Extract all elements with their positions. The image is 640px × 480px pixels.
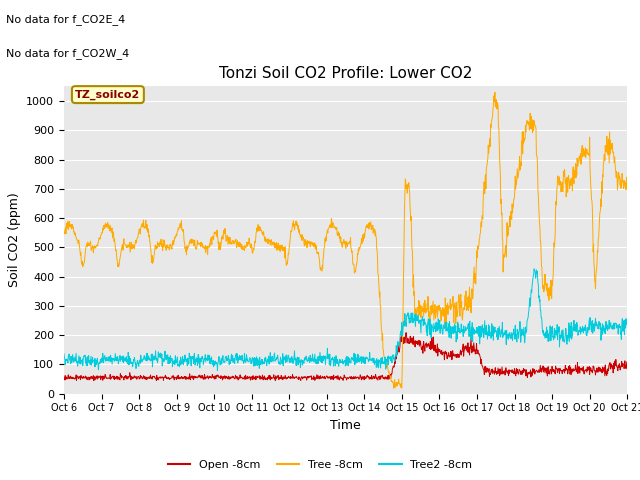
Tree -8cm xyxy=(557,189,565,194)
Tree2 -8cm xyxy=(530,266,538,272)
Tree -8cm xyxy=(248,250,256,256)
Tree -8cm xyxy=(433,314,441,320)
Tree -8cm xyxy=(390,385,398,391)
Tree -8cm xyxy=(623,176,631,182)
Tree2 -8cm xyxy=(507,336,515,342)
Open -8cm xyxy=(186,371,193,377)
Open -8cm xyxy=(60,375,68,381)
Text: TZ_soilco2: TZ_soilco2 xyxy=(76,89,141,100)
Tree -8cm xyxy=(186,240,193,246)
Open -8cm xyxy=(249,376,257,382)
Tree -8cm xyxy=(60,227,68,233)
Tree -8cm xyxy=(172,234,179,240)
Legend: Open -8cm, Tree -8cm, Tree2 -8cm: Open -8cm, Tree -8cm, Tree2 -8cm xyxy=(163,456,477,474)
Tree2 -8cm xyxy=(249,356,257,361)
Line: Open -8cm: Open -8cm xyxy=(64,333,627,381)
Open -8cm xyxy=(90,378,97,384)
Tree2 -8cm xyxy=(172,353,179,359)
Tree2 -8cm xyxy=(60,351,68,357)
Tree2 -8cm xyxy=(433,320,441,326)
Open -8cm xyxy=(434,353,442,359)
Text: No data for f_CO2W_4: No data for f_CO2W_4 xyxy=(6,48,130,59)
Tree -8cm xyxy=(491,89,499,95)
Line: Tree -8cm: Tree -8cm xyxy=(64,92,627,388)
Tree2 -8cm xyxy=(557,332,565,337)
Text: No data for f_CO2E_4: No data for f_CO2E_4 xyxy=(6,14,125,25)
Y-axis label: Soil CO2 (ppm): Soil CO2 (ppm) xyxy=(8,192,20,288)
Title: Tonzi Soil CO2 Profile: Lower CO2: Tonzi Soil CO2 Profile: Lower CO2 xyxy=(219,66,472,81)
Open -8cm xyxy=(623,364,631,370)
Open -8cm xyxy=(402,330,410,336)
Tree2 -8cm xyxy=(186,350,193,356)
Open -8cm xyxy=(172,374,180,380)
Tree2 -8cm xyxy=(623,316,631,322)
Tree2 -8cm xyxy=(214,368,221,373)
Line: Tree2 -8cm: Tree2 -8cm xyxy=(64,269,627,371)
Open -8cm xyxy=(557,368,565,373)
X-axis label: Time: Time xyxy=(330,419,361,432)
Open -8cm xyxy=(508,368,515,373)
Tree -8cm xyxy=(508,212,515,217)
